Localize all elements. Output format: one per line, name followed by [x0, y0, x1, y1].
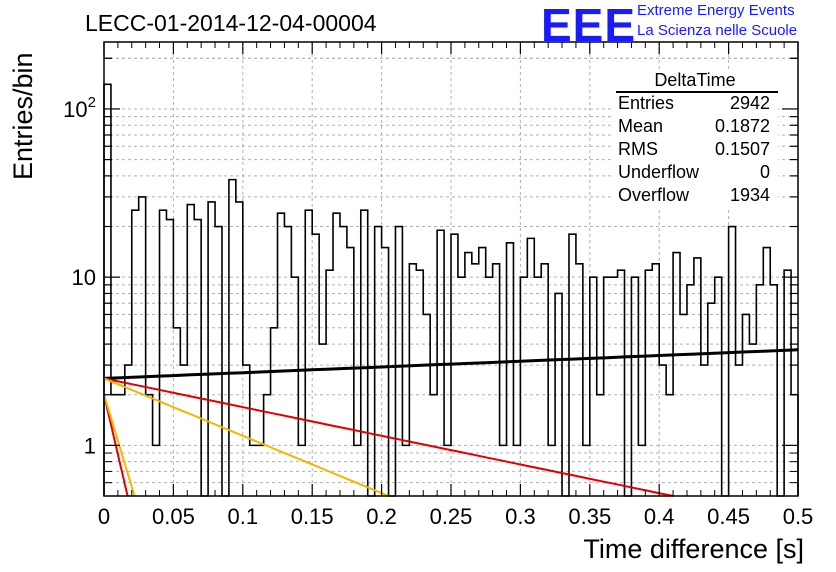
stats-row: Mean 0.1872: [618, 116, 770, 137]
y-tick-label: 102: [63, 94, 96, 122]
histogram-outline: [103, 83, 799, 497]
x-axis-ticks: 0 0.05 0.1 0.15 0.2 0.25 0.3 0.35 0.4 0.45 0.5: [98, 42, 813, 529]
run-title: LECC-01-2014-12-04-00004: [85, 10, 377, 36]
stats-row: Overflow 1934: [618, 185, 770, 206]
stats-divider: [616, 91, 778, 93]
stats-row: RMS 0.1507: [618, 139, 770, 160]
fit-curve: [103, 348, 799, 380]
x-tick-label: 0: [98, 504, 110, 529]
x-tick-label: 0.25: [430, 504, 473, 529]
stats-row: Entries 2942: [618, 93, 770, 114]
eee-logo: EEE: [541, 0, 637, 51]
x-tick-label: 0.1: [228, 504, 259, 529]
x-tick-label: 0.15: [291, 504, 334, 529]
x-tick-label: 0.5: [783, 504, 814, 529]
stats-label: Mean: [618, 116, 664, 136]
y-axis-label: Entries/bin: [8, 52, 38, 180]
x-tick-label: 0.2: [366, 504, 397, 529]
x-tick-label: 0.4: [644, 504, 675, 529]
stats-value: 0.1872: [714, 116, 770, 136]
x-tick-label: 0.05: [152, 504, 195, 529]
fit-curve: [103, 377, 389, 497]
x-tick-label: 0.35: [568, 504, 611, 529]
stats-value: 0: [759, 162, 770, 182]
y-tick-label: 1: [84, 433, 96, 458]
stats-label: Overflow: [618, 185, 690, 205]
stats-value: 0.1507: [714, 139, 770, 159]
logo-line-2: La Scienza nelle Scuole: [637, 22, 798, 39]
y-tick-label: 10: [72, 265, 96, 290]
stats-value: 1934: [729, 185, 770, 205]
stats-title: DeltaTime: [654, 70, 736, 90]
stats-box: DeltaTime Entries 2942 Mean 0.1872 RMS 0.15…: [612, 70, 778, 210]
x-tick-label: 0.45: [707, 504, 750, 529]
logo-line-1: Extreme Energy Events: [637, 2, 795, 19]
x-axis-label: Time difference [s]: [583, 534, 804, 564]
fit-curve: [103, 377, 674, 497]
stats-label: Entries: [618, 93, 675, 113]
histogram-series: [103, 83, 799, 497]
x-tick-label: 0.3: [505, 504, 536, 529]
stats-label: RMS: [618, 139, 658, 159]
stats-row: Underflow 0: [618, 162, 770, 183]
stats-value: 2942: [729, 93, 770, 113]
stats-label: Underflow: [618, 162, 700, 182]
y-axis-ticks: 1 10 102: [63, 57, 798, 497]
fit-curves: [103, 348, 799, 497]
